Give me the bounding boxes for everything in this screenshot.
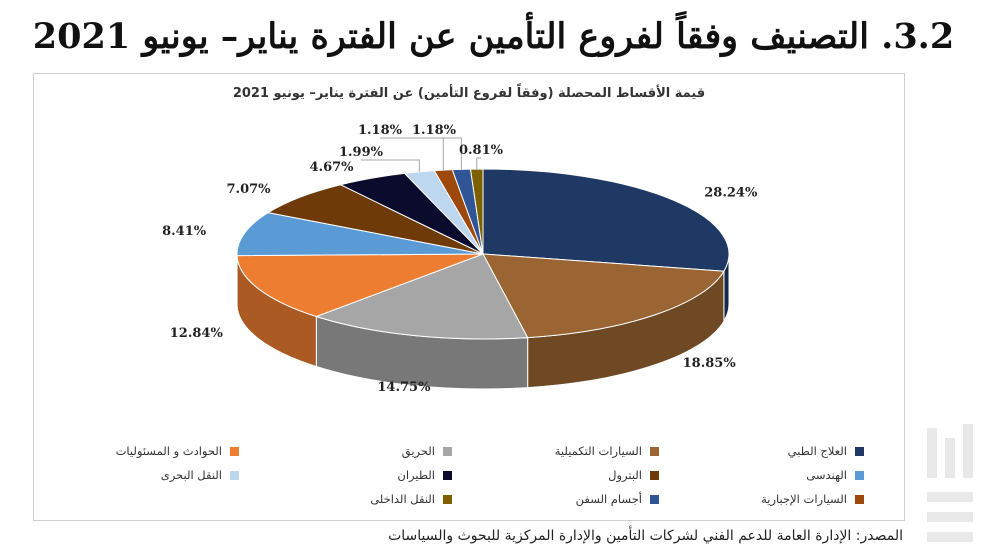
legend-label: العلاج الطبي	[787, 444, 847, 458]
legend-label: السيارات التكميلية	[554, 444, 642, 458]
pie-slice	[469, 168, 484, 255]
chart-title: قيمة الأقساط المحصلة (وفقاً لفروع التأمي…	[232, 86, 706, 101]
legend-label: أجسام السفن	[575, 492, 642, 506]
slice-value-label: 1.18%	[358, 123, 403, 138]
slice-value-label: 12.84%	[170, 326, 224, 341]
legend-swatch	[650, 494, 659, 504]
legend-swatch	[443, 470, 452, 480]
slice-value-label: 4.67%	[310, 160, 355, 175]
source-note: المصدر: الإدارة العامة للدعم الفني لشركا…	[388, 528, 903, 544]
legend-label: البترول	[608, 468, 642, 482]
pie-slice	[482, 168, 730, 272]
legend-swatch	[650, 470, 659, 480]
legend-swatch	[443, 494, 452, 504]
watermark-logo	[927, 424, 973, 542]
pie-slice	[482, 253, 725, 339]
slice-value-label: 18.85%	[683, 356, 737, 371]
legend-label: النقل البحرى	[160, 468, 222, 482]
page-title: 3.2. التصنيف وفقاً لفروع التأمين عن الفت…	[32, 15, 955, 57]
label-leader-line	[361, 159, 420, 172]
legend-swatch	[855, 446, 864, 456]
pie-slice	[236, 253, 484, 318]
legend-swatch	[230, 470, 239, 480]
legend-swatch	[443, 446, 452, 456]
slice-value-label: 1.99%	[339, 145, 384, 160]
label-leader-line	[476, 157, 481, 170]
legend-item: أجسام السفن	[576, 490, 659, 508]
slice-value-label: 0.81%	[459, 143, 504, 158]
slice-value-label: 28.24%	[704, 186, 758, 201]
legend-item: الهندسى	[806, 466, 864, 484]
legend-item: النقل البحرى	[161, 466, 239, 484]
pie-chart: 28.24%18.85%14.75%12.84%8.41%7.07%4.67%1…	[162, 123, 758, 395]
pie-slice	[266, 184, 484, 255]
legend-item: البترول	[608, 466, 659, 484]
legend-item: السيارات التكميلية	[555, 442, 659, 460]
chart-area: 28.24% 18.85% 14.75% 12.84% 8.41% 7.07% 4.67% 1…	[33, 73, 905, 521]
legend-label: النقل الداخلى	[370, 492, 435, 506]
slice-value-label: 7.07%	[227, 182, 272, 197]
legend-item: السيارات الإجبارية	[761, 490, 864, 508]
slice-value-label: 1.18%	[412, 123, 457, 138]
pie-slice	[314, 253, 529, 340]
legend-swatch	[650, 446, 659, 456]
legend-label: الحوادث و المسئوليات	[115, 444, 222, 458]
legend-item: الحريق	[402, 442, 452, 460]
legend-item: العلاج الطبي	[788, 442, 864, 460]
chart-legend: العلاج الطبي السيارات التكميلية الحريق الحو…	[74, 442, 874, 520]
pie-slice	[236, 212, 484, 257]
legend-swatch	[855, 470, 864, 480]
slice-value-label: 14.75%	[377, 380, 431, 395]
legend-item: الحوادث و المسئوليات	[116, 442, 239, 460]
legend-swatch	[230, 446, 239, 456]
legend-label: السيارات الإجبارية	[761, 492, 847, 506]
legend-swatch	[855, 494, 864, 504]
legend-item: الطيران	[397, 466, 452, 484]
label-leader-line	[434, 137, 462, 170]
legend-label: الحريق	[401, 444, 435, 458]
legend-label: الطيران	[397, 468, 435, 482]
label-leader-line	[380, 137, 444, 171]
legend-item: النقل الداخلى	[370, 490, 452, 508]
slice-value-label: 8.41%	[162, 224, 207, 239]
legend-label: الهندسى	[806, 468, 847, 482]
